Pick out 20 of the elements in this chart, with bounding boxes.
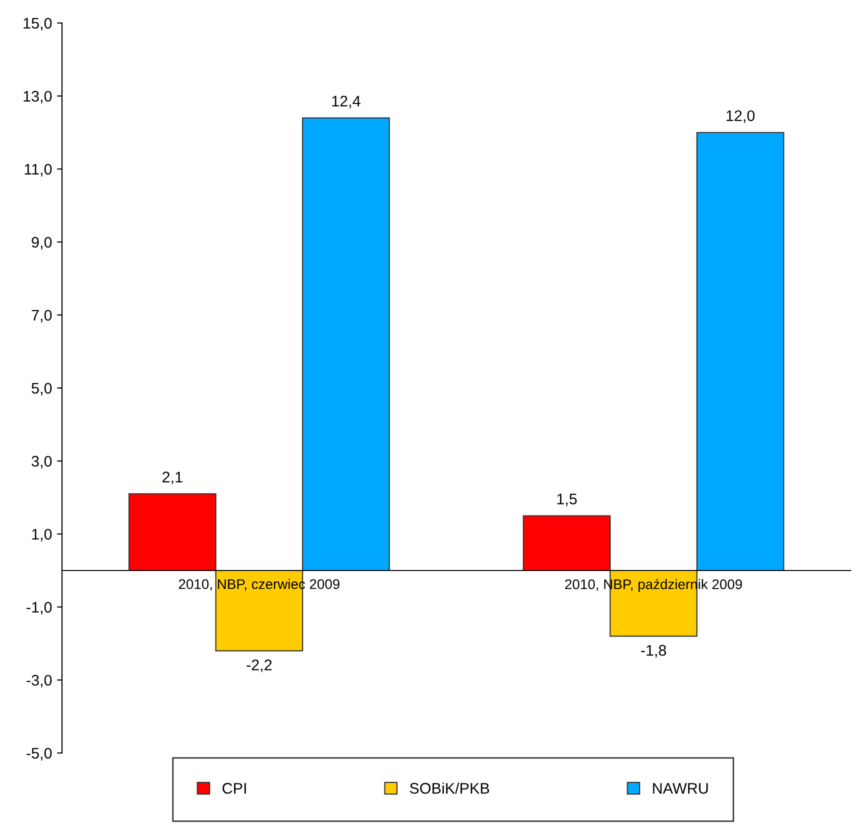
data-label: 12,4: [332, 96, 360, 108]
data-label: 1,5: [557, 494, 577, 506]
data-label: -1,8: [641, 644, 666, 658]
data-label: 2,1: [162, 472, 182, 484]
y-tick-label: 3,0: [32, 456, 52, 468]
y-tick-label: 5,0: [32, 382, 52, 396]
y-tick-label: 7,0: [32, 310, 52, 322]
legend-label: SOBiK/PKB: [410, 782, 490, 794]
y-tick-label: -1,0: [26, 602, 52, 614]
y-tick-label: 11,0: [24, 164, 52, 176]
y-tick-label: 1,0: [32, 528, 52, 542]
y-tick-label: -3,0: [26, 674, 52, 688]
legend-label: CPI: [222, 782, 246, 794]
y-tick-label: -5,0: [26, 748, 52, 760]
y-tick-label: 9,0: [32, 236, 52, 250]
y-tick-label: 15,0: [24, 18, 52, 30]
data-label: 12,0: [726, 110, 755, 123]
legend-label: NAWRU: [653, 783, 708, 794]
data-label: -2,2: [246, 660, 272, 672]
y-tick-label: 13,0: [24, 90, 52, 104]
